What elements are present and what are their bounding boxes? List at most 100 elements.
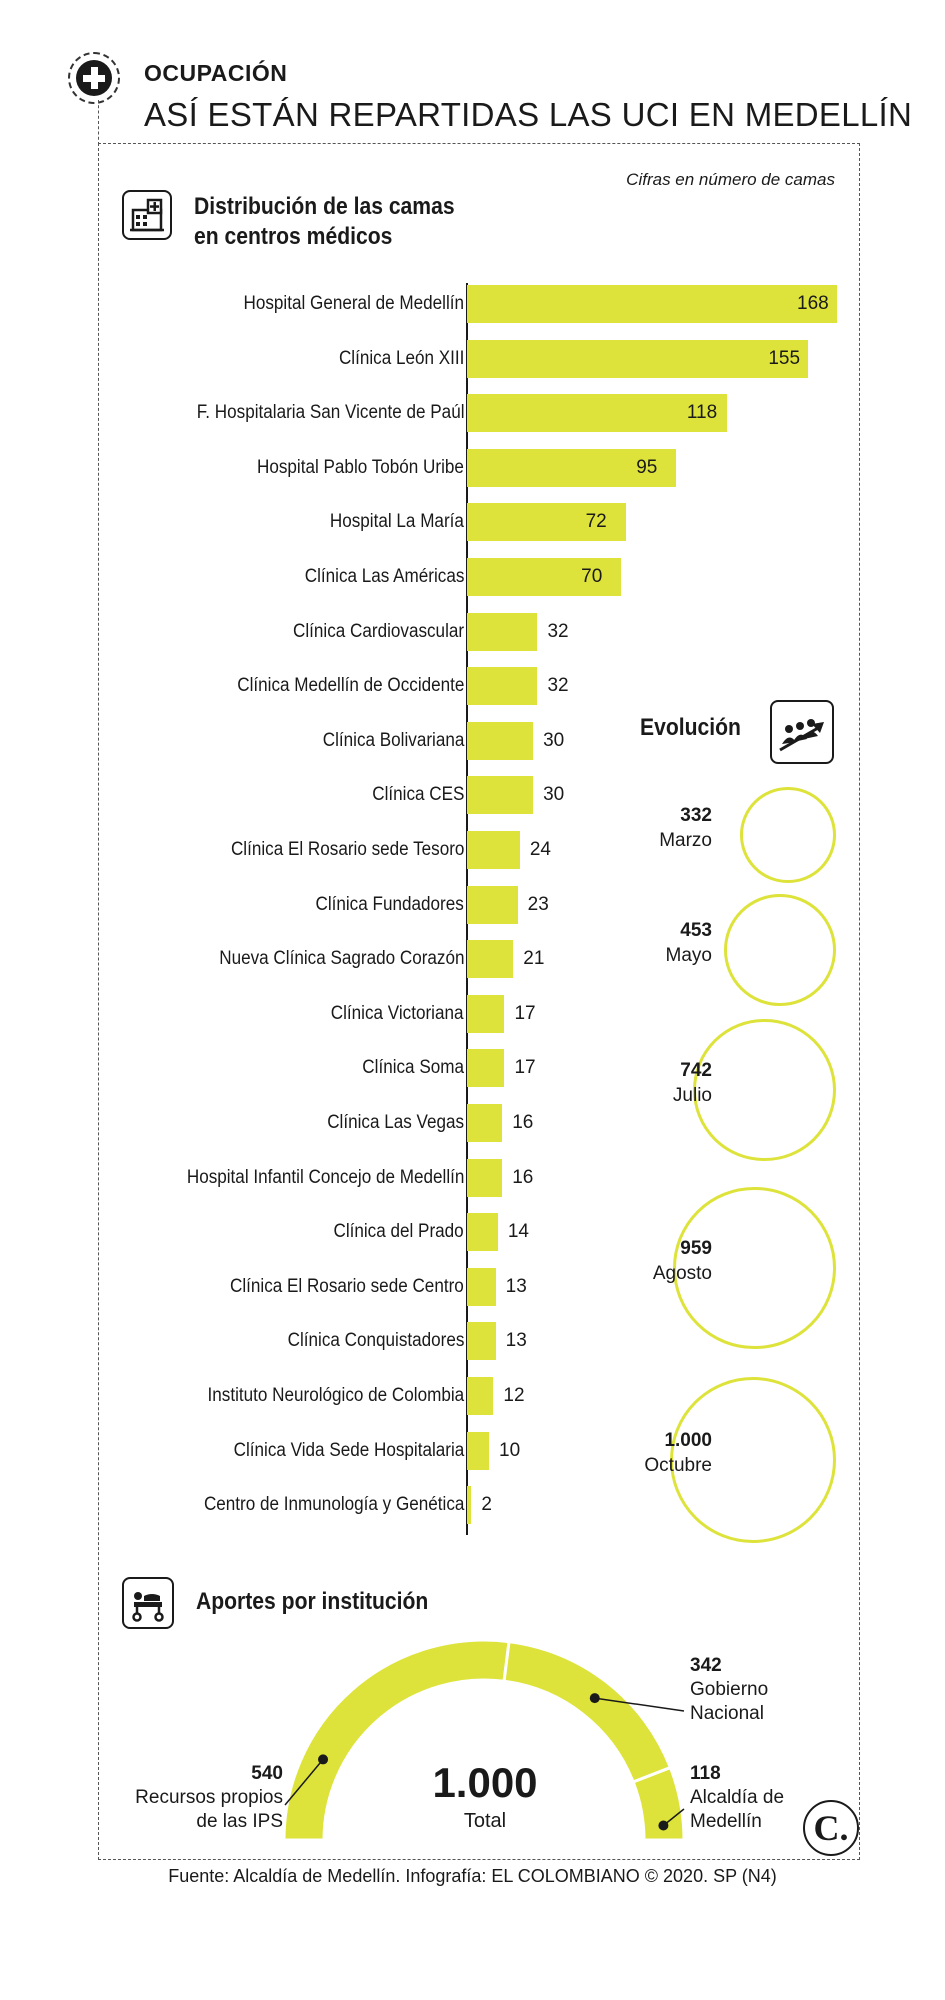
bar-value: 30 [543,784,565,806]
page-title: ASÍ ESTÁN REPARTIDAS LAS UCI EN MEDELLÍN [144,96,913,133]
units-note: Cifras en número de camas [626,170,835,189]
bar-value: 13 [505,1330,527,1352]
donut-leader-dot [318,1754,329,1765]
bar-label: Hospital Infantil Concejo de Medellín [186,1166,464,1188]
donut-total-value: 1.000 [432,1759,538,1806]
evolution-bubbles: 332 Marzo 453 Mayo 742 Julio 959 Agosto 1.000 Oct… [644,787,836,1543]
bar-section-title-line1: Distribución de las camas [194,193,455,220]
bar-value: 168 [797,293,829,314]
bar-label: Instituto Neurológico de Colombia [207,1385,464,1406]
bar-value: 17 [514,1057,536,1079]
bar [467,503,626,542]
bar-value: 13 [505,1275,527,1297]
bar [467,394,727,433]
donut-text-gobierno-2: Nacional [690,1703,764,1724]
bar [467,1049,505,1088]
donut-leader-dot [658,1820,669,1831]
bar-label: Clínica Soma [362,1057,464,1079]
evolution-month: Agosto [652,1263,712,1284]
bar-value: 118 [686,402,718,424]
donut-text-ips-1: Recursos propios [135,1787,283,1808]
hospital-building-icon [122,190,172,240]
bar-label: Clínica Bolivariana [322,729,464,751]
bar-value: 16 [512,1166,534,1188]
bar-label: Hospital General de Medellín [243,293,464,314]
source-note: Fuente: Alcaldía de Medellín. Infografía… [168,1866,777,1886]
evolution-bubble [693,1018,836,1162]
donut-value-alcaldia: 118 [690,1763,721,1784]
bar-label: Clínica del Prado [333,1221,464,1243]
growth-people-icon [770,700,834,764]
bar-section-title: Distribución de las camas en centros méd… [194,192,455,252]
bar [467,1431,490,1470]
evolution-bubble [740,787,836,883]
donut-leader-line [284,1758,324,1806]
bar-value: 72 [585,511,607,533]
bar-label: Clínica Las Vegas [327,1112,464,1133]
evolution-value: 1.000 [664,1430,712,1451]
evolution-value: 742 [680,1060,712,1081]
bar-section-title-line2: en centros médicos [194,223,393,250]
evolution-value: 959 [680,1238,712,1259]
hospital-stretcher-icon [122,1577,174,1629]
donut-leader-line [594,1697,685,1712]
donut-total-label: Total [463,1810,507,1832]
bar [467,667,538,706]
bar-value: 23 [527,893,549,915]
half-donut-chart [282,1638,686,1842]
donut-label-alcaldia: 118 Alcaldía de Medellín [690,1762,784,1834]
bar [467,1486,472,1525]
bar [467,339,809,378]
bar [467,612,538,651]
bar-value: 21 [523,948,545,970]
donut-text-alcaldia-1: Alcaldía de [690,1787,785,1808]
bar-label: Clínica Vida Sede Hospitalaria [233,1439,464,1461]
evolution-bubble [673,1186,836,1350]
bar [467,776,534,815]
bar-label: Nueva Clínica Sagrado Corazón [218,948,464,970]
donut-label-gobierno: 342 Gobierno Nacional [690,1654,768,1726]
donut-text-alcaldia-2: Medellín [690,1811,762,1832]
bar-label: Clínica El Rosario sede Centro [230,1275,464,1297]
bar [467,558,622,596]
bar-label: Clínica Conquistadores [287,1330,464,1352]
bar-value: 10 [499,1439,521,1461]
kicker: OCUPACIÓN [144,60,288,86]
bar [467,721,534,760]
bar [467,885,518,924]
bar-value: 2 [481,1494,492,1516]
donut-center: 1.000 Total [0,1760,945,1833]
evolution-month: Octubre [644,1455,712,1476]
donut-segment [631,1765,686,1842]
bar-label: Clínica CES [371,784,464,806]
bar [467,831,520,869]
bar-value: 16 [512,1112,534,1133]
bar [467,1377,494,1415]
donut-section-title: Aportes por institución [196,1588,429,1615]
bar [467,1213,498,1252]
bar [467,1267,496,1306]
dashed-leader-line [98,100,99,145]
bar-label: Clínica El Rosario sede Tesoro [230,839,464,860]
evolution-value: 453 [680,920,712,941]
bar [467,1322,496,1361]
bar-label: Centro de Inmunología y Genética [203,1494,464,1516]
bar-value: 155 [768,347,801,369]
bar-label: Clínica Medellín de Occidente [236,675,464,697]
bar-label: Clínica Victoriana [331,1002,464,1024]
bar [467,1104,503,1142]
bar-label: Hospital Pablo Tobón Uribe [257,456,464,478]
donut-leader-dot [589,1693,600,1704]
evolution-bubble [724,894,836,1006]
bar-label: Clínica Las Américas [304,566,464,587]
evolution-value: 332 [680,805,712,826]
bar-value: 17 [514,1002,536,1024]
bar-value: 32 [547,675,569,697]
dashed-frame [98,143,860,1860]
evolution-month: Mayo [665,945,712,966]
evolution-month: Julio [672,1085,712,1106]
bar-value: 95 [636,456,658,478]
bar-value: 12 [503,1385,525,1406]
bar [467,1158,503,1197]
bar [467,285,837,323]
